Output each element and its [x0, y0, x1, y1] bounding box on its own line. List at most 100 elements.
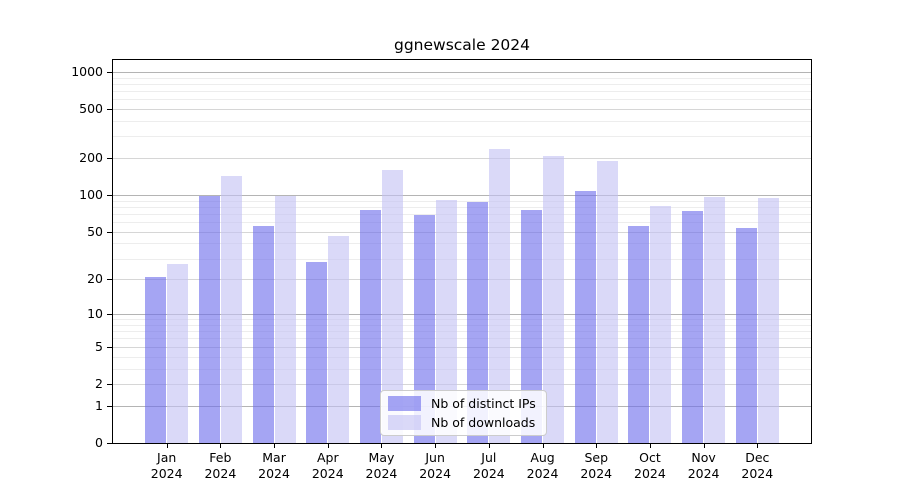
- y-tick-5: [107, 346, 112, 348]
- x-tick-feb: [220, 443, 222, 448]
- plot-area: Dec 2024 Nov 2024 Oct 2024 Sep 2024 Aug 2024…: [71, 59, 812, 481]
- x-tick-label-feb: Feb 2024: [204, 450, 237, 481]
- gridline-minor: [113, 331, 811, 333]
- x-tick-label-oct: Oct 2024: [634, 450, 666, 481]
- y-tick-20: [107, 279, 112, 281]
- x-tick-label-jan: Jan 2024: [150, 450, 183, 481]
- y-tick-label-20: 20: [87, 271, 103, 287]
- gridline-minor: [113, 213, 811, 215]
- x-tick-label-may: May 2024: [365, 450, 398, 481]
- bar-downloads-jun: [435, 199, 457, 443]
- legend-item-downloads: Nb of downloads: [388, 415, 536, 430]
- x-tick-may: [381, 443, 383, 448]
- bar-distinct-ips-sep: [574, 191, 596, 443]
- bar-downloads-jul: [489, 149, 511, 443]
- y-tick-label-2: 2: [95, 375, 103, 391]
- gridline-minor: [113, 258, 811, 260]
- y-tick-500: [107, 109, 112, 111]
- bar-downloads-dec: [757, 198, 779, 443]
- bar-distinct-ips-jan: [145, 276, 167, 443]
- gridline-minor: [113, 338, 811, 340]
- x-tick-label-mar: Mar 2024: [258, 450, 290, 481]
- x-tick-label-apr: Apr 2024: [311, 450, 344, 481]
- y-tick-label-500: 500: [79, 101, 103, 117]
- gridline-minor: [113, 324, 811, 326]
- y-tick-1: [107, 405, 112, 407]
- bar-distinct-ips-nov: [682, 211, 704, 443]
- x-tick-mar: [274, 443, 276, 448]
- y-tick-50: [107, 231, 112, 233]
- gridline-minor: [113, 99, 811, 101]
- gridline-minor: [113, 77, 811, 79]
- gridline-minor: [113, 206, 811, 208]
- gridline-minor: [113, 120, 811, 122]
- gridline-1000: [113, 71, 811, 73]
- bar-downloads-apr: [328, 236, 350, 443]
- x-tick-sep: [596, 443, 598, 448]
- y-tick-label-0: 0: [95, 435, 103, 450]
- y-tick-label-10: 10: [87, 306, 103, 322]
- y-tick-0: [107, 443, 112, 444]
- legend-swatch-distinct-ips: [388, 396, 421, 411]
- gridline-500: [113, 109, 811, 111]
- bar-downloads-aug: [543, 155, 565, 443]
- bar-downloads-jan: [167, 264, 189, 443]
- x-tick-nov: [703, 443, 705, 448]
- bar-distinct-ips-feb: [198, 196, 220, 443]
- y-tick-1000: [107, 71, 112, 73]
- x-tick-label-dec: Dec 2024: [741, 450, 774, 481]
- gridline-minor: [113, 136, 811, 138]
- gridline-minor: [113, 200, 811, 202]
- y-tick-label-5: 5: [95, 338, 103, 354]
- y-tick-100: [107, 195, 112, 197]
- x-tick-jan: [166, 443, 168, 448]
- bar-distinct-ips-oct: [628, 225, 650, 443]
- legend-label-downloads: Nb of downloads: [431, 415, 536, 430]
- x-tick-label-jul: Jul 2024: [472, 450, 505, 481]
- bar-downloads-oct: [650, 206, 672, 443]
- x-tick-aug: [542, 443, 544, 448]
- bar-distinct-ips-jul: [467, 202, 489, 443]
- gridline-minor: [113, 83, 811, 85]
- y-tick-2: [107, 383, 112, 385]
- gridline-2: [113, 383, 811, 385]
- gridline-minor: [113, 319, 811, 321]
- x-tick-label-sep: Sep 2024: [580, 450, 613, 481]
- bar-distinct-ips-may: [359, 209, 381, 443]
- x-tick-dec: [757, 443, 759, 448]
- gridline-50: [113, 231, 811, 233]
- bar-distinct-ips-jun: [413, 214, 435, 443]
- gridline-minor: [113, 222, 811, 224]
- gridline-minor: [113, 243, 811, 245]
- bar-downloads-sep: [596, 161, 618, 443]
- y-tick-label-50: 50: [87, 223, 103, 239]
- chart-title: ggnewscale 2024: [393, 36, 531, 54]
- x-tick-label-nov: Nov 2024: [687, 450, 720, 481]
- gridline-5: [113, 346, 811, 348]
- gridline-10: [113, 314, 811, 316]
- legend-label-distinct-ips: Nb of distinct IPs: [431, 396, 536, 411]
- y-tick-label-1: 1: [95, 397, 103, 413]
- bar-distinct-ips-mar: [252, 225, 274, 443]
- y-tick-10: [107, 314, 112, 316]
- bar-downloads-feb: [220, 176, 242, 443]
- gridline-minor: [113, 356, 811, 358]
- bar-downloads-nov: [704, 196, 726, 443]
- gridline-100: [113, 195, 811, 197]
- legend-item-distinct-ips: Nb of distinct IPs: [388, 396, 536, 411]
- gridline-minor: [113, 368, 811, 370]
- y-tick-label-200: 200: [79, 150, 103, 166]
- x-tick-apr: [327, 443, 329, 448]
- y-tick-label-100: 100: [79, 187, 103, 203]
- gridline-minor: [113, 90, 811, 92]
- gridline-20: [113, 279, 811, 281]
- gridline-200: [113, 158, 811, 160]
- bar-downloads-may: [381, 170, 403, 443]
- legend-swatch-downloads: [388, 415, 421, 430]
- x-tick-label-jun: Jun 2024: [419, 450, 452, 481]
- x-tick-label-aug: Aug 2024: [526, 450, 559, 481]
- bar-distinct-ips-dec: [735, 227, 757, 443]
- bar-downloads-mar: [274, 196, 296, 443]
- bar-distinct-ips-apr: [306, 262, 328, 443]
